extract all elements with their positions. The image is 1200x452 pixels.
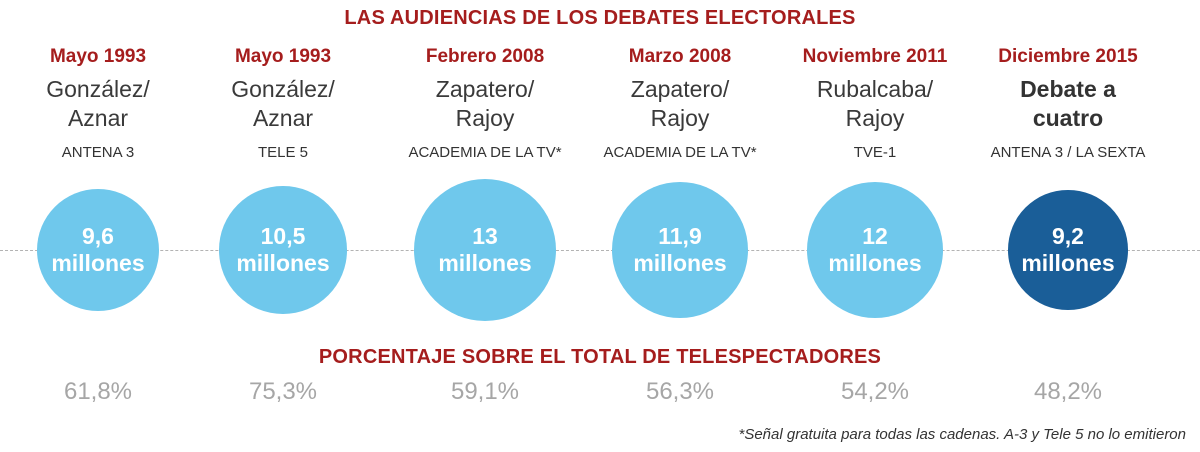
center-dashed-line: [0, 250, 1200, 251]
chart-title: LAS AUDIENCIAS DE LOS DEBATES ELECTORALE…: [344, 7, 856, 29]
audience-bubble: 10,5 millones: [219, 186, 347, 314]
debate-date: Marzo 2008: [628, 46, 732, 67]
audience-bubble: 13 millones: [414, 179, 556, 321]
debate-channel: TELE 5: [257, 144, 309, 161]
debate-channel: ANTENA 3 / LA SEXTA: [990, 144, 1146, 161]
debate-column: Marzo 2008 Zapatero/ Rajoy ACADEMIA DE LA …: [580, 0, 780, 452]
audience-value: 11,9: [658, 222, 702, 249]
debate-channel: ACADEMIA DE LA TV*: [603, 144, 757, 161]
audience-bubble: 9,2 millones: [1008, 190, 1128, 310]
audience-unit: millones: [828, 249, 922, 276]
debate-participants: Zapatero/ Rajoy: [435, 76, 535, 131]
audience-value: 13: [472, 223, 498, 249]
share-percentage: 61,8%: [63, 378, 133, 405]
audience-unit: millones: [1021, 249, 1115, 276]
debate-date: Febrero 2008: [425, 46, 545, 67]
debate-column: Febrero 2008 Zapatero/ Rajoy ACADEMIA DE L…: [385, 0, 585, 452]
share-percentage: 59,1%: [450, 378, 520, 405]
debate-channel: TVE-1: [853, 144, 897, 161]
debate-participants: González/ Aznar: [46, 76, 150, 131]
audience-value: 12: [862, 222, 888, 249]
audience-value: 9,6: [82, 222, 114, 249]
audience-bubble: 12 millones: [806, 181, 944, 319]
audience-unit: millones: [236, 249, 330, 276]
share-percentage: 56,3%: [645, 378, 715, 405]
audience-unit: millones: [51, 249, 145, 276]
footnote: *Señal gratuita para todas las cadenas. …: [738, 426, 1187, 443]
share-percentage: 48,2%: [1033, 378, 1103, 405]
share-percentage: 75,3%: [248, 378, 318, 405]
audience-bubble: 11,9 millones: [612, 182, 748, 318]
debate-participants: Rubalcaba/ Rajoy: [816, 76, 934, 131]
debate-channel: ACADEMIA DE LA TV*: [408, 144, 562, 161]
audience-unit: millones: [633, 249, 727, 276]
debate-column: Noviembre 2011 Rubalcaba/ Rajoy TVE-1 12 mil…: [775, 0, 975, 452]
debate-participants: Debate a cuatro: [1020, 76, 1116, 131]
debate-date: Diciembre 2015: [998, 46, 1138, 67]
percentage-section-title: PORCENTAJE SOBRE EL TOTAL DE TELESPECTAD…: [318, 346, 882, 368]
audience-unit: millones: [438, 250, 532, 276]
audience-value: 10,5: [260, 222, 306, 249]
debate-date: Mayo 1993: [49, 46, 147, 67]
debate-channel: ANTENA 3: [61, 144, 135, 161]
audience-value: 9,2: [1052, 222, 1084, 249]
debate-column: Mayo 1993 González/ Aznar TELE 5 10,5 millon…: [183, 0, 383, 452]
debate-participants: Zapatero/ Rajoy: [630, 76, 730, 131]
debate-column: Mayo 1993 González/ Aznar ANTENA 3 9,6 millo…: [0, 0, 198, 452]
debate-participants: González/ Aznar: [231, 76, 335, 131]
debate-date: Mayo 1993: [234, 46, 332, 67]
share-percentage: 54,2%: [840, 378, 910, 405]
debate-date: Noviembre 2011: [802, 46, 948, 67]
debate-column: Diciembre 2015 Debate a cuatro ANTENA 3 / …: [968, 0, 1168, 452]
audience-bubble: 9,6 millones: [36, 188, 159, 311]
